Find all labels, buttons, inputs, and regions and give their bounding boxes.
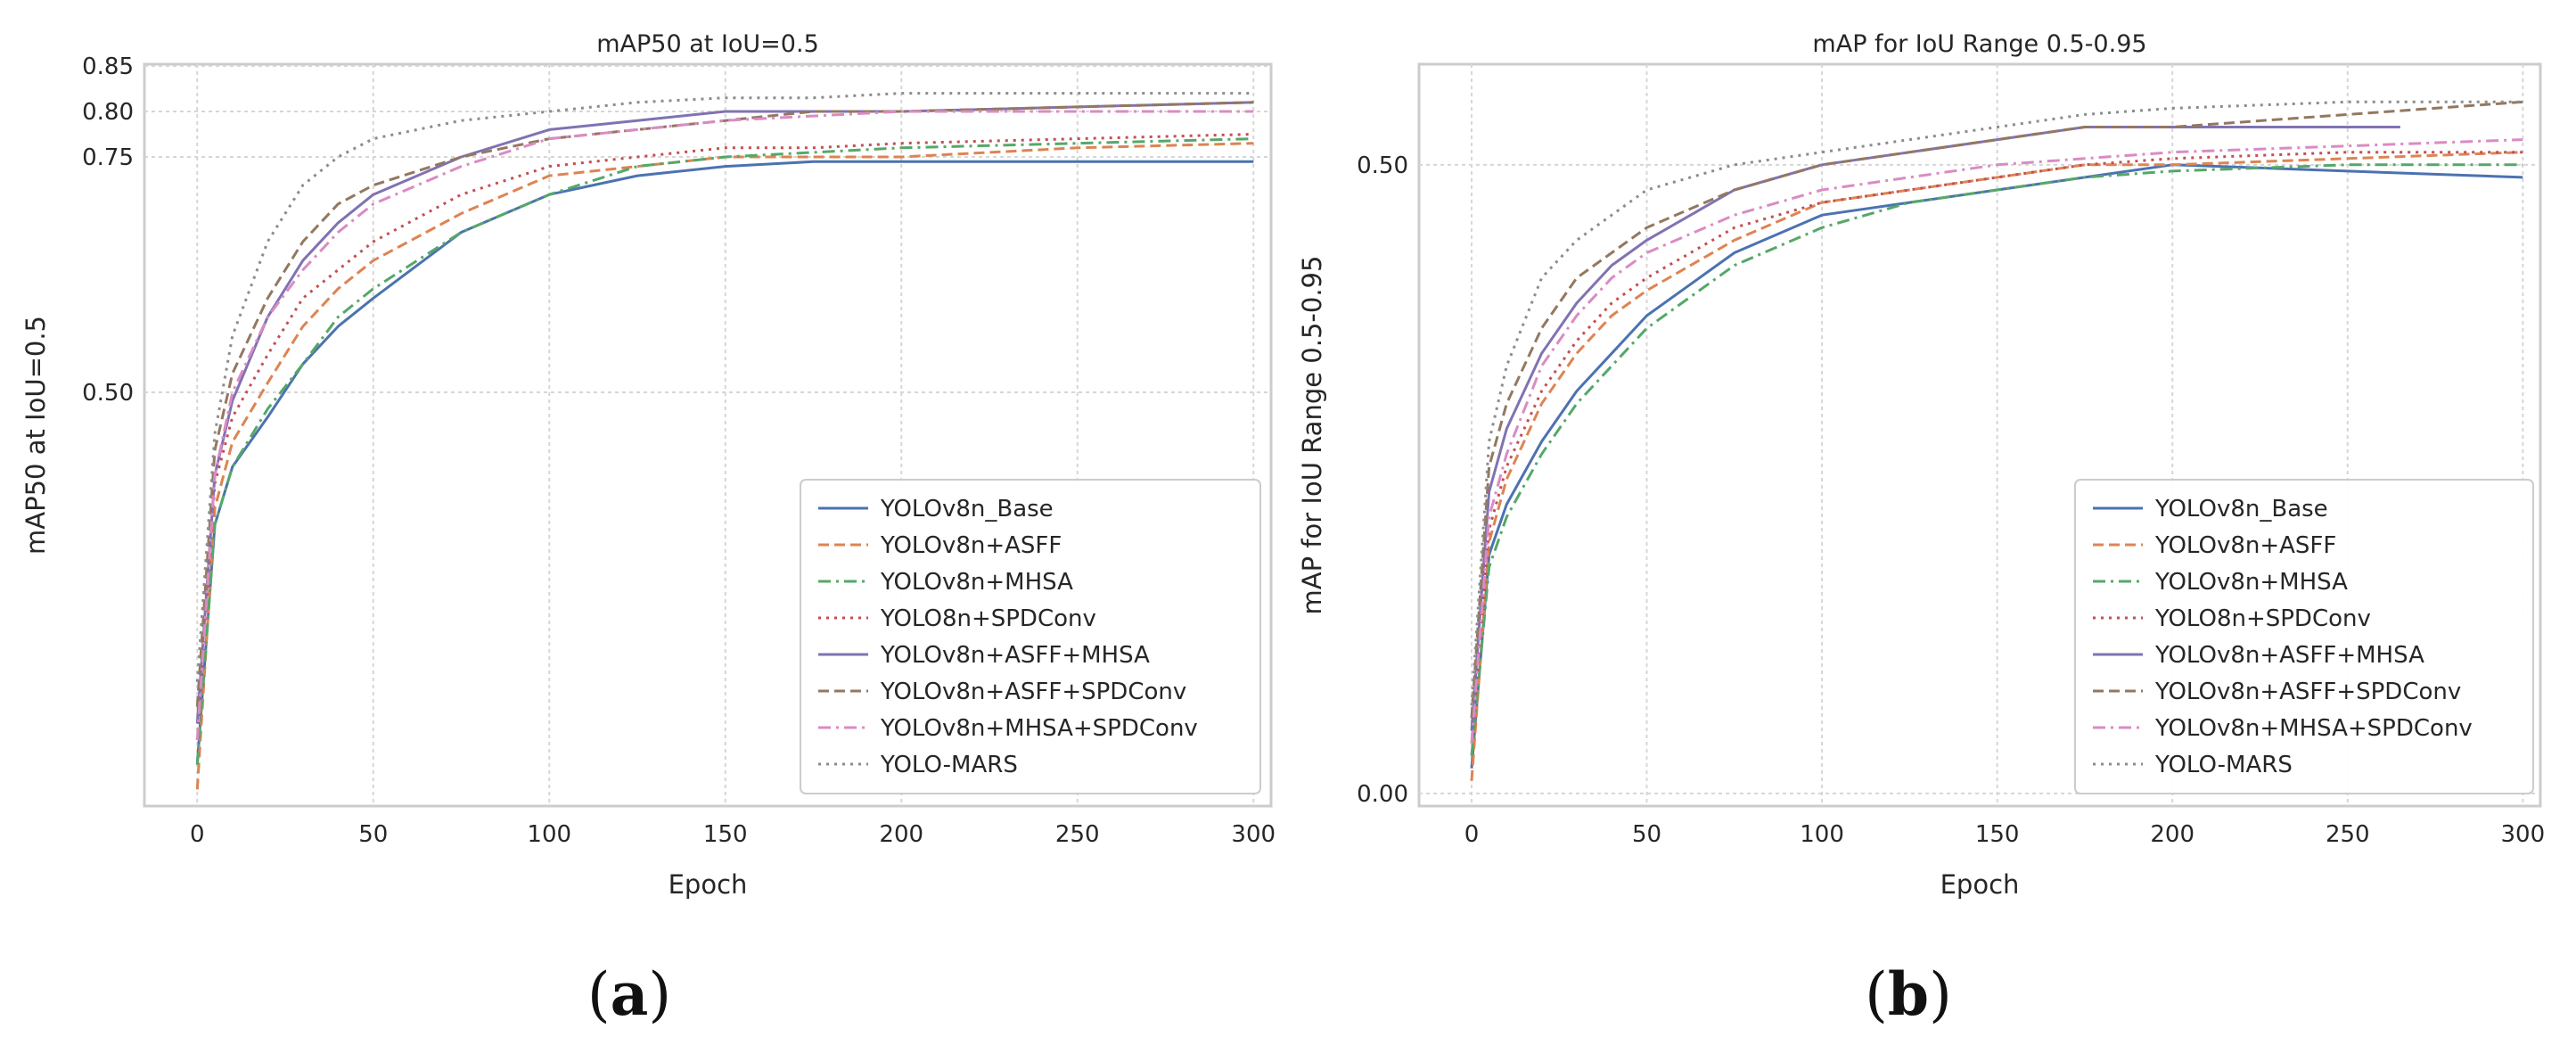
legend-entry: YOLOv8n_Base	[2154, 496, 2328, 522]
legend-entry: YOLOv8n+ASFF+SPDConv	[880, 679, 1186, 705]
series-line-yolov8n-mhsa	[1470, 163, 2523, 756]
panel-caption-a: (a)	[587, 959, 671, 1029]
series-line-yolov8n-base	[195, 160, 1254, 765]
chart-title-b: mAP for IoU Range 0.5-0.95	[1812, 30, 2146, 58]
series-line-yolov8n-asff	[1470, 151, 2523, 781]
y-tick-label: 0.50	[1357, 152, 1408, 179]
series-line-yolov8n-mhsa-spdconv	[195, 110, 1254, 740]
legend-entry: YOLO-MARS	[2154, 752, 2293, 778]
legend-entry: YOLOv8n+ASFF	[880, 532, 1062, 559]
panel-label-a: a	[611, 959, 649, 1029]
x-tick-labels-b: 0 50 100 150 200 250 300	[1464, 821, 2545, 848]
legend-entry: YOLOv8n+MHSA+SPDConv	[880, 715, 1198, 742]
series-layer-b	[1470, 100, 2523, 781]
y-tick-label: 0.85	[82, 53, 134, 80]
x-tick-label: 300	[2501, 821, 2546, 848]
x-tick-label: 0	[1464, 821, 1480, 848]
x-tick-label: 100	[527, 821, 571, 848]
legend-entry: YOLOv8n+MHSA+SPDConv	[2154, 715, 2473, 742]
panel-caption-b: (b)	[1865, 959, 1952, 1029]
series-line-yolov8n-base	[1470, 163, 2523, 769]
legend-entry: YOLOv8n+MHSA	[880, 569, 1073, 596]
legend-entry: YOLOv8n+ASFF+MHSA	[2154, 642, 2424, 669]
x-tick-label: 250	[2326, 821, 2370, 848]
x-tick-label: 50	[1632, 821, 1661, 848]
x-tick-label: 250	[1055, 821, 1100, 848]
legend-entry: YOLOv8n_Base	[880, 496, 1054, 522]
x-tick-label: 200	[879, 821, 923, 848]
series-line-yolo8n-spdconv	[1470, 151, 2523, 744]
chart-panel-a: 0 50 100 150 200 250 300 0.50 0.75 0.80 0.85 mAP5…	[21, 30, 1276, 1029]
series-line-yolov8n-asff-spdconv	[195, 101, 1254, 707]
x-tick-label: 100	[1800, 821, 1844, 848]
y-tick-label: 0.00	[1357, 781, 1408, 808]
gridlines-a	[144, 64, 1271, 806]
x-tick-label: 0	[190, 821, 205, 848]
legend-box	[2074, 479, 2534, 794]
series-layer-a	[195, 92, 1254, 790]
legend-entry: YOLOv8n+MHSA	[2154, 569, 2348, 596]
legend-entry: YOLOv8n+ASFF+MHSA	[880, 642, 1150, 669]
y-tick-label: 0.75	[82, 144, 134, 171]
y-tick-label: 0.50	[82, 380, 134, 407]
y-tick-labels-b: 0.00 0.50	[1357, 152, 1408, 808]
legend-entry: YOLO8n+SPDConv	[880, 605, 1096, 632]
x-axis-label-a: Epoch	[669, 869, 748, 900]
series-line-yolov8n-asff	[195, 142, 1254, 790]
x-tick-label: 300	[1231, 821, 1276, 848]
chart-panel-b: 0 50 100 150 200 250 300 0.00 0.50 mAP for IoU …	[1297, 30, 2545, 1029]
legend-entry: YOLO8n+SPDConv	[2154, 605, 2371, 632]
x-tick-labels-a: 0 50 100 150 200 250 300	[190, 821, 1276, 848]
y-tick-labels-a: 0.50 0.75 0.80 0.85	[82, 53, 134, 407]
chart-title-a: mAP50 at IoU=0.5	[596, 30, 819, 58]
y-axis-label-a: mAP50 at IoU=0.5	[21, 316, 51, 555]
x-axis-label-b: Epoch	[1940, 869, 2020, 900]
panel-label-b: b	[1888, 959, 1929, 1029]
y-axis-label-b: mAP for IoU Range 0.5-0.95	[1297, 256, 1327, 615]
x-tick-label: 150	[1975, 821, 2020, 848]
legend-b: YOLOv8n_Base YOLOv8n+ASFF YOLOv8n+MHSA YOLO…	[2074, 479, 2534, 794]
legend-entry: YOLOv8n+ASFF	[2154, 532, 2336, 559]
legend-box	[800, 479, 1261, 794]
series-line-yolov8n-asff-spdconv	[1470, 100, 2523, 719]
legend-a: YOLOv8n_Base YOLOv8n+ASFF YOLOv8n+MHSA YOLO…	[800, 479, 1261, 794]
legend-entry: YOLO-MARS	[880, 752, 1018, 778]
y-tick-label: 0.80	[82, 99, 134, 126]
x-tick-label: 200	[2150, 821, 2195, 848]
x-tick-label: 150	[703, 821, 748, 848]
legend-entry: YOLOv8n+ASFF+SPDConv	[2154, 679, 2461, 705]
series-line-yolov8n-mhsa-spdconv	[1470, 138, 2523, 744]
x-tick-label: 50	[358, 821, 388, 848]
